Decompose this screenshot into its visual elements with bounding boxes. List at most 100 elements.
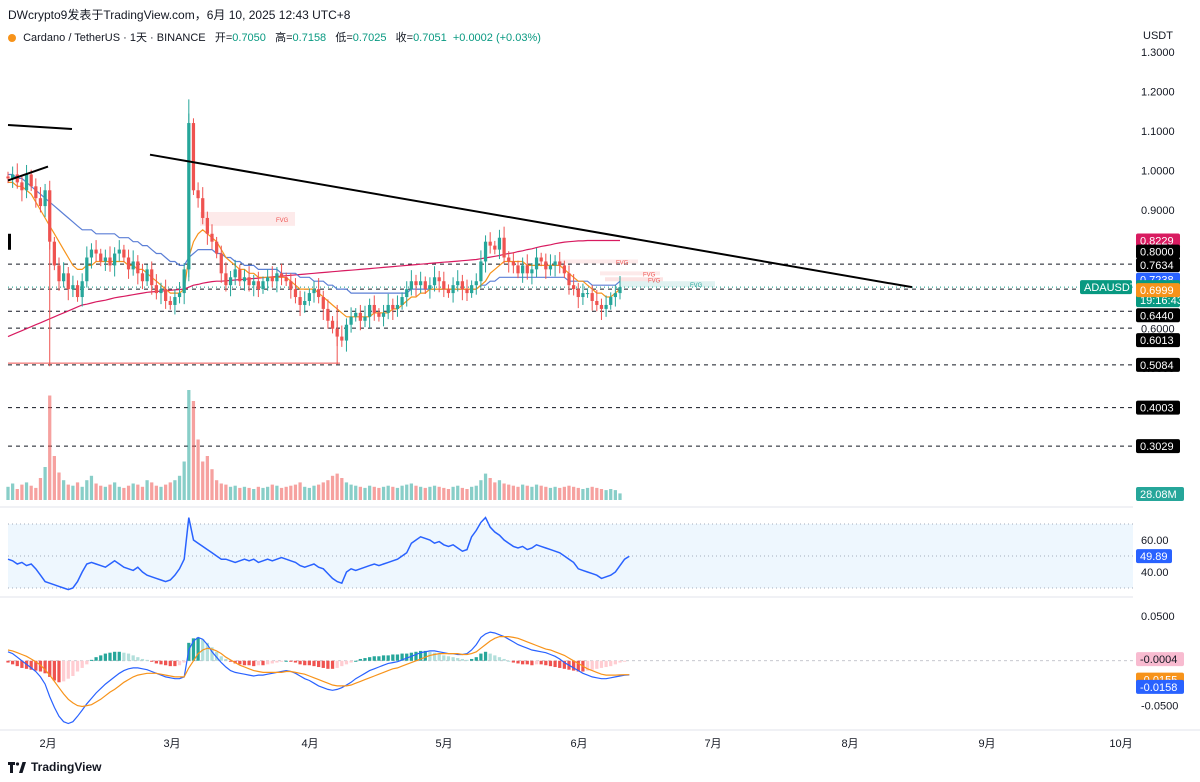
macd-histogram-bar	[590, 660, 594, 670]
volume-bar	[284, 486, 288, 500]
candle-body	[391, 304, 395, 309]
time-axis-tick: 4月	[301, 738, 318, 750]
price-level-tag-11	[1136, 400, 1180, 415]
macd-histogram-bar	[585, 660, 590, 671]
volume-bar	[270, 484, 274, 500]
volume-bar	[159, 486, 163, 500]
macd-histogram-bar	[465, 659, 469, 661]
candle-body	[507, 257, 511, 262]
macd-signal-line	[7, 636, 630, 708]
candle-body	[493, 245, 497, 250]
volume-bar	[140, 486, 145, 500]
volume-bar	[122, 487, 126, 500]
volume-bar	[224, 484, 228, 500]
price-level-tag-0	[1136, 233, 1180, 248]
macd-histogram-bar	[572, 660, 576, 671]
price-level-tag-9	[1136, 333, 1180, 348]
volume-bar	[502, 483, 506, 500]
price-level-label-8: 0.6440	[1140, 310, 1174, 322]
rsi-band	[8, 524, 1133, 588]
candle-body	[456, 281, 460, 286]
candle-body	[43, 190, 47, 207]
macd-histogram-bar	[377, 656, 381, 661]
macd-histogram-bar	[173, 660, 177, 667]
macd-label-0: -0.0004	[1140, 654, 1177, 666]
candle-body	[497, 237, 502, 250]
macd-histogram-bar	[15, 660, 19, 667]
candle-body	[89, 249, 94, 258]
candle-body	[465, 289, 469, 294]
volume-bar	[344, 482, 349, 500]
macd-histogram-bar	[145, 659, 149, 661]
candle-body	[173, 297, 177, 305]
volume-bar	[247, 487, 251, 500]
volume-bar	[604, 490, 608, 500]
volume-bar	[442, 487, 446, 500]
symbol-legend: Cardano / TetherUS · 1天 · BINANCE 开=0.70…	[8, 29, 541, 45]
candle-body	[270, 277, 274, 282]
macd-histogram-bar	[108, 652, 112, 661]
macd-histogram-bar	[279, 660, 284, 662]
macd-histogram-bar	[553, 660, 557, 668]
candle-body	[126, 257, 131, 270]
macd-histogram-bar	[238, 660, 242, 665]
volume-bar	[233, 485, 237, 500]
candle-body	[585, 293, 590, 295]
volume-bar	[113, 482, 117, 500]
macd-label-2: -0.0158	[1140, 682, 1177, 694]
fvg-label-4: FVG	[690, 283, 703, 289]
candle-body	[284, 277, 288, 282]
high-label: 高=	[275, 32, 293, 44]
volume-bar	[497, 480, 502, 500]
candle-body	[460, 281, 464, 290]
volume-bar	[358, 486, 362, 500]
candle-body	[354, 312, 358, 317]
macd-histogram-bar	[131, 655, 135, 661]
volume-bar	[609, 489, 613, 500]
volume-bar	[511, 485, 515, 500]
macd-histogram-bar	[358, 658, 362, 661]
candle-body	[164, 289, 168, 301]
macd-histogram-bar	[428, 651, 432, 661]
macd-histogram-bar	[405, 653, 409, 661]
volume-bar	[173, 480, 177, 500]
macd-histogram-bar	[562, 660, 566, 669]
macd-histogram-bar	[544, 660, 548, 666]
candle-body	[400, 297, 404, 305]
volume-bar	[191, 401, 196, 500]
volume-bar	[261, 487, 265, 500]
macd-histogram-bar	[210, 647, 214, 661]
volume-bar	[456, 485, 460, 500]
candle-body	[256, 281, 260, 290]
candle-body	[395, 304, 400, 309]
price-level-label-9: 0.6013	[1140, 335, 1174, 347]
symbol-name[interactable]: Cardano / TetherUS · 1天 · BINANCE	[23, 32, 206, 44]
macd-histogram-bar	[20, 660, 24, 668]
macd-histogram-bar	[219, 656, 223, 661]
time-axis-tick: 7月	[704, 738, 721, 750]
macd-histogram-bar	[595, 660, 599, 669]
macd-histogram-bar	[117, 651, 121, 661]
price-axis-tick: 0.6000	[1141, 324, 1175, 336]
candle-body	[307, 293, 311, 301]
close-value: 0.7051	[413, 32, 447, 44]
macd-histogram-bar	[11, 660, 15, 665]
macd-histogram-bar	[493, 655, 497, 661]
time-axis-tick: 10月	[1109, 738, 1132, 750]
volume-bar	[205, 456, 209, 500]
candle-body	[159, 289, 163, 294]
macd-histogram-bar	[511, 660, 515, 663]
volume-bar	[48, 395, 52, 500]
volume-bar	[201, 461, 205, 500]
volume-bar	[483, 473, 488, 500]
candle-body	[358, 312, 362, 321]
candle-body	[572, 285, 576, 290]
volume-bar	[432, 485, 437, 500]
volume-bar	[595, 487, 599, 500]
candle-body	[317, 289, 321, 298]
macd-histogram-bar	[502, 658, 506, 661]
candle-body	[423, 281, 427, 290]
volume-bar	[391, 486, 395, 500]
candle-body	[581, 293, 585, 298]
